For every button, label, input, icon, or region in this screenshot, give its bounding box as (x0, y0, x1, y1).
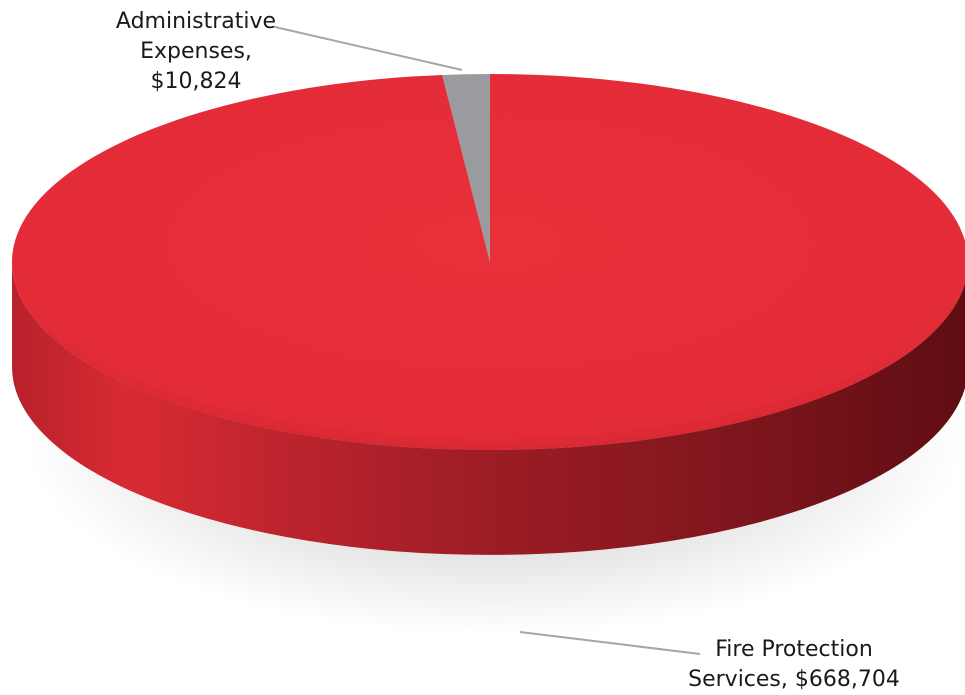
leader-administrative-expenses (274, 26, 463, 71)
label-fire-protection-services: Fire Protection Services, $668,704 (688, 637, 900, 692)
label-administrative-expenses: Administrative Expenses, $10,824 (116, 9, 276, 94)
slice-labels: Administrative Expenses, $10,824 Fire Prote… (116, 9, 900, 692)
pie-depth (12, 262, 965, 555)
slice-administrative-expenses (442, 74, 490, 262)
pie-side-wall (12, 262, 965, 555)
leader-lines (274, 26, 701, 655)
slice-fire-protection-services (12, 74, 965, 450)
leader-fire-protection-services (519, 631, 701, 655)
pie-slices (12, 74, 965, 450)
